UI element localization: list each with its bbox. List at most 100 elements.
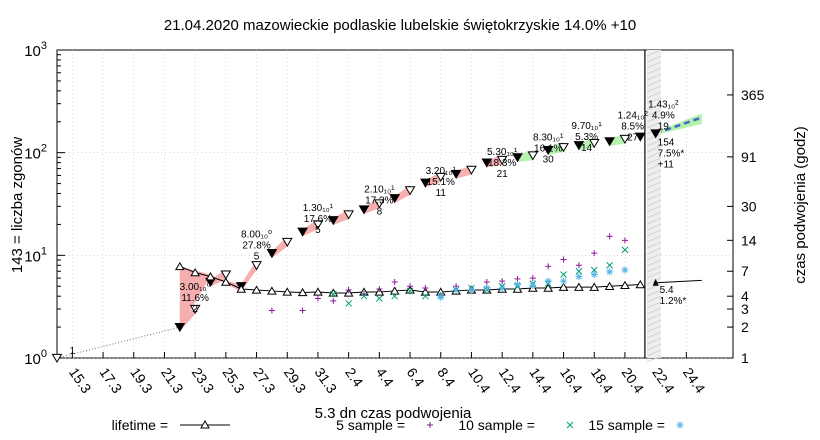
today-hatch-line	[646, 73, 662, 81]
annotation-2-line-1: 27.8%	[242, 240, 270, 251]
sample5-point-0	[268, 307, 275, 314]
forecast-label-1: 7.5%*	[658, 148, 685, 159]
annotation-1-line-0: 3.00₁₀⁰	[180, 282, 211, 293]
lifetime-point-14	[389, 286, 400, 295]
lifetime-point-8	[297, 287, 308, 297]
x-tick-label-5: 25.3	[219, 365, 248, 397]
annotation-6-line-0: 5.30₁₀¹	[487, 147, 518, 158]
legend: lifetime = 5 sample = 10 sample = 15 sample…	[112, 417, 684, 433]
today-hatch-line	[646, 199, 662, 207]
x-tick-label-10: 4.4	[373, 365, 397, 390]
today-hatch-line	[646, 103, 662, 111]
today-hatch-line	[646, 229, 662, 237]
annotation-1-line-2: 2	[192, 304, 198, 315]
y-tick-label-right-0: 365	[741, 87, 765, 103]
today-hatch-line	[646, 301, 662, 309]
forecast-line	[655, 116, 703, 135]
legend-x	[566, 421, 574, 429]
annotation-4-line-1: 17.3%	[365, 195, 393, 206]
annotation-5-line-1: 15.1%	[427, 177, 455, 188]
x-axis-label: 5.3 dn czas podwojenia	[315, 405, 472, 422]
today-hatch-line	[646, 205, 662, 213]
today-hatch-band	[646, 50, 661, 358]
annotation-10-line-2: 19	[658, 122, 670, 133]
today-hatch-line	[646, 289, 662, 297]
sample10-point-1	[345, 300, 353, 307]
sample15-point-6	[529, 281, 537, 289]
lifetime-point-9	[313, 287, 323, 296]
y-axis-label-left: 143 = liczba zgonów	[9, 137, 26, 274]
today-hatch-line	[646, 79, 662, 87]
lifetime-point-1	[190, 267, 201, 277]
deaths-point-20	[466, 165, 477, 175]
x-tick-label-8: 31.3	[311, 365, 340, 397]
sample10-point-15	[560, 271, 567, 278]
today-hatch-line	[646, 193, 662, 201]
today-hatch-line	[646, 271, 662, 279]
today-hatch-line	[646, 67, 662, 75]
deaths-point-22	[496, 155, 508, 165]
x-tick-label-1: 17.3	[97, 365, 126, 397]
sample15-point-12	[621, 266, 629, 274]
deaths-point-25	[542, 145, 554, 156]
legend-label-3: 15 sample =	[588, 417, 665, 433]
today-hatch-line	[646, 55, 662, 63]
legend-star	[676, 421, 684, 429]
x-tick-label-12: 8.4	[434, 365, 458, 390]
lifetime-point-24	[543, 283, 554, 292]
sample10-point-19	[621, 246, 629, 254]
deaths-point-21	[481, 158, 493, 168]
sample5-point-2	[314, 295, 321, 302]
deaths-point-4	[220, 270, 232, 280]
x-tick-label-4: 23.3	[189, 365, 218, 397]
legend-marker-plus	[427, 422, 433, 428]
annotation-6-line-1: 18.3%	[488, 158, 516, 169]
deaths-point-27	[573, 141, 585, 151]
today-hatch-line	[646, 85, 662, 93]
deaths-point-18	[435, 172, 447, 182]
today-hatch-line	[646, 61, 662, 69]
sample5-point-16	[529, 275, 536, 282]
deaths-point-0	[51, 353, 63, 364]
today-hatch-line	[646, 163, 662, 171]
deaths-point-28	[588, 138, 600, 149]
today-hatch-line	[646, 91, 662, 99]
annotation-3-line-0: 1.30₁₀¹	[303, 203, 334, 214]
lifetime-point-4	[236, 284, 247, 293]
annotation-4-line-2: 8	[377, 206, 383, 217]
sample15-point-4	[498, 284, 506, 292]
sample15-point-0	[437, 293, 445, 301]
forecast-point	[650, 129, 662, 139]
today-hatch-line	[646, 139, 662, 147]
today-hatch-line	[646, 115, 662, 123]
annotation-7-line-0: 8.30₁₀¹	[533, 132, 564, 143]
today-hatch-line	[646, 157, 662, 165]
lifetime-point-7	[282, 287, 293, 296]
x-tick-label-6: 27.3	[250, 365, 279, 397]
deaths-point-15	[389, 194, 401, 204]
today-hatch-line	[646, 349, 662, 357]
annotation-7-line-1: 16.1%	[534, 143, 562, 154]
annotation-9-line-1: 8.5%	[621, 122, 644, 133]
legend-marker-triangle	[200, 419, 210, 429]
today-hatch-line	[646, 307, 662, 315]
today-hatch-line	[646, 241, 662, 249]
today-hatch-line	[646, 259, 662, 267]
sample5-point-13	[483, 278, 490, 285]
x-tick-label-13: 10.4	[465, 365, 494, 397]
lifetime-point-30	[635, 279, 646, 289]
y-tick-label-left-3: 103	[24, 40, 47, 60]
legend-marker-star	[676, 421, 684, 429]
legend-plus	[427, 422, 433, 428]
annotation-8-line-2: 14	[581, 143, 593, 154]
sample5-point-6	[376, 285, 383, 292]
sample5-point-8	[407, 283, 414, 290]
sample10-point-0	[329, 290, 337, 298]
sample5-point-17	[545, 263, 552, 270]
today-hatch-line	[646, 265, 662, 273]
today-hatch-line	[646, 319, 662, 327]
today-hatch-line	[646, 253, 662, 261]
forecast-label-0: 154	[658, 137, 675, 148]
annotation-6-line-2: 21	[497, 169, 509, 180]
